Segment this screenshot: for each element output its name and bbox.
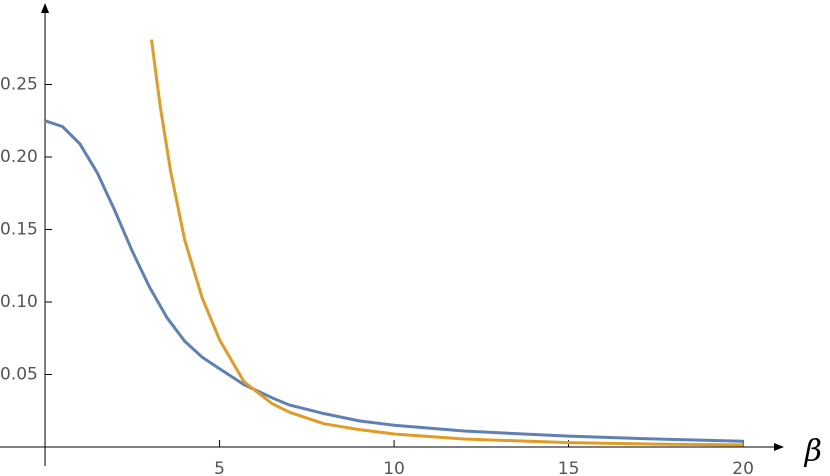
y-tick-label: 0.20 — [0, 147, 38, 167]
x-tick-label: 5 — [214, 459, 225, 476]
y-tick-label: 0.05 — [0, 365, 38, 385]
x-axis-label: β — [804, 434, 822, 469]
x-tick-label: 20 — [732, 459, 754, 476]
y-tick-label: 0.10 — [0, 292, 38, 312]
y-tick-label: 0.15 — [0, 220, 38, 240]
x-tick-label: 15 — [558, 459, 580, 476]
y-axis-arrow — [41, 3, 50, 13]
series-line — [44, 119, 744, 443]
y-tick-label: 0.25 — [0, 75, 38, 95]
x-axis-arrow — [774, 443, 784, 451]
series-line — [149, 39, 744, 447]
x-tick-label: 10 — [383, 459, 405, 476]
